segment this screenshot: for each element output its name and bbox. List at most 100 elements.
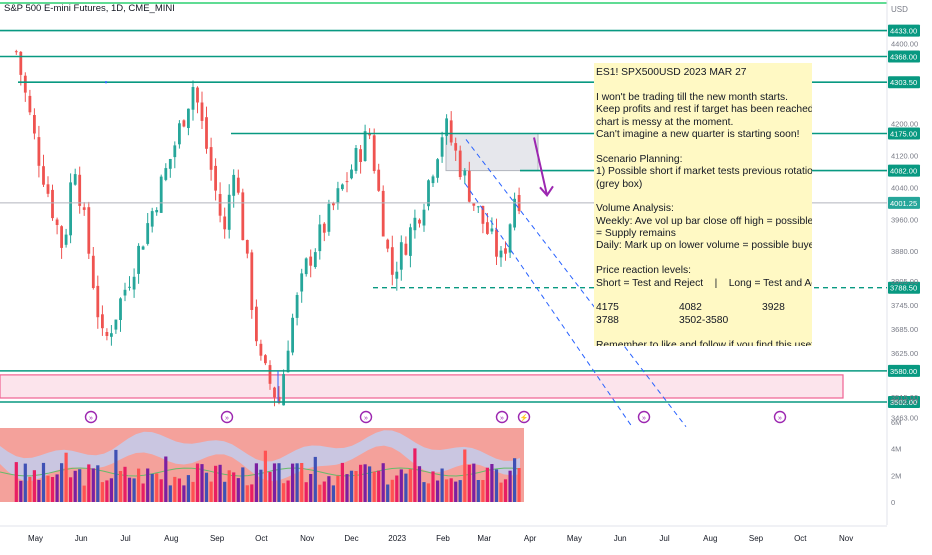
level-price-tag: [888, 364, 920, 377]
price-tick-label: 3505.00: [891, 397, 918, 406]
time-tick-label: Apr: [524, 534, 537, 543]
candle-body: [322, 223, 326, 233]
candle-body: [101, 314, 104, 329]
candle-body: [137, 245, 140, 274]
level-price-tag: [888, 196, 920, 209]
volume-bar: [445, 479, 449, 502]
candle-body: [513, 198, 516, 228]
volume-tick-label: 2M: [891, 471, 901, 480]
volume-bar: [426, 483, 431, 502]
time-tick-label: 2023: [388, 534, 406, 543]
candle-body: [399, 242, 403, 270]
volume-bar: [417, 466, 422, 502]
volume-bar: [399, 469, 403, 502]
note-line: Volume Analysis:: [596, 203, 674, 215]
volume-bar: [100, 482, 104, 502]
candle-body: [200, 102, 204, 121]
volume-bar: [114, 449, 118, 502]
candle-body: [91, 255, 95, 288]
candle-body: [236, 177, 240, 193]
candle-body: [105, 332, 109, 336]
candle-body: [114, 319, 118, 330]
volume-bar: [164, 456, 168, 502]
volume-bar: [454, 481, 458, 502]
event-marker-glyph: »: [89, 415, 93, 422]
volume-bar: [137, 468, 141, 502]
candle-body: [178, 123, 181, 145]
level-price-text: 4368.00: [890, 53, 917, 62]
volume-bar: [69, 477, 73, 502]
volume-bar: [263, 450, 267, 502]
volume-bar: [431, 471, 435, 502]
volume-bar: [517, 468, 521, 502]
candle-body: [33, 115, 36, 134]
candle-body: [431, 176, 435, 184]
candle-body: [282, 374, 285, 406]
volume-bar: [377, 470, 381, 502]
event-marker-glyph: »: [364, 415, 368, 422]
volume-tick-label: 4M: [891, 445, 901, 454]
chart-title: S&P 500 E-mini Futures, 1D, CME_MINI: [4, 3, 175, 14]
level-price-tag: [888, 396, 920, 408]
volume-bar: [436, 480, 440, 502]
event-marker-icon: [359, 410, 373, 424]
price-tick-label: 4120.00: [891, 151, 918, 160]
level-price-text: 4001.25: [890, 199, 917, 208]
volume-bar: [236, 478, 240, 502]
candle-body: [363, 131, 367, 161]
volume-bar: [127, 477, 132, 502]
candle-body: [128, 286, 131, 288]
level-price-tag: [888, 50, 920, 63]
volume-bar: [295, 463, 299, 502]
candle-body: [214, 165, 217, 191]
volume-bar: [449, 478, 453, 502]
candle-body: [159, 176, 163, 213]
volume-bar: [245, 485, 249, 502]
time-tick-label: May: [28, 534, 43, 543]
note-line: [596, 191, 812, 203]
candle-body: [463, 170, 467, 176]
volume-bar: [463, 449, 467, 502]
level-price-text: 4303.50: [890, 78, 917, 87]
projection-arrow-head: [539, 185, 554, 197]
volume-bar: [513, 458, 517, 502]
candle-body: [381, 190, 385, 237]
note-line: Price reaction levels:: [596, 265, 691, 277]
candle-body: [345, 181, 349, 183]
volume-bar: [96, 465, 100, 502]
trend-line-lower: [464, 183, 633, 428]
candle-body: [64, 234, 68, 245]
level-price-text: 4175.00: [890, 129, 917, 138]
note-line: chart is messy at the moment.: [596, 116, 734, 128]
volume-bar: [481, 480, 485, 502]
candle-body: [46, 184, 50, 194]
volume-bar: [23, 463, 27, 502]
candle-body: [422, 209, 426, 226]
candle-body: [368, 133, 371, 136]
candle-body: [164, 168, 168, 180]
candle-body: [445, 118, 448, 136]
time-tick-label: Nov: [839, 534, 853, 543]
volume-bar: [78, 469, 82, 502]
candle-body: [55, 219, 59, 225]
candle-body: [508, 224, 512, 253]
event-marker-icon: [773, 410, 787, 424]
volume-bar: [37, 479, 41, 502]
candle-body: [182, 120, 186, 127]
volume-bar: [218, 464, 222, 502]
candle-body: [42, 166, 45, 185]
volume-bar: [123, 466, 127, 502]
volume-bar: [182, 485, 186, 502]
currency-label: USD: [891, 5, 908, 14]
note-line: 3788 3502-3580: [596, 314, 729, 326]
volume-bar: [28, 476, 32, 502]
note-line: ES1! SPX500USD 2023 MAR 27: [596, 67, 747, 78]
note-line: [596, 327, 812, 339]
candle-body: [37, 137, 41, 166]
price-tick-label: 3960.00: [891, 215, 918, 224]
volume-bar: [241, 467, 245, 502]
time-tick-label: Feb: [436, 534, 450, 543]
time-tick-label: Jul: [120, 534, 130, 543]
candle-body: [291, 317, 294, 353]
